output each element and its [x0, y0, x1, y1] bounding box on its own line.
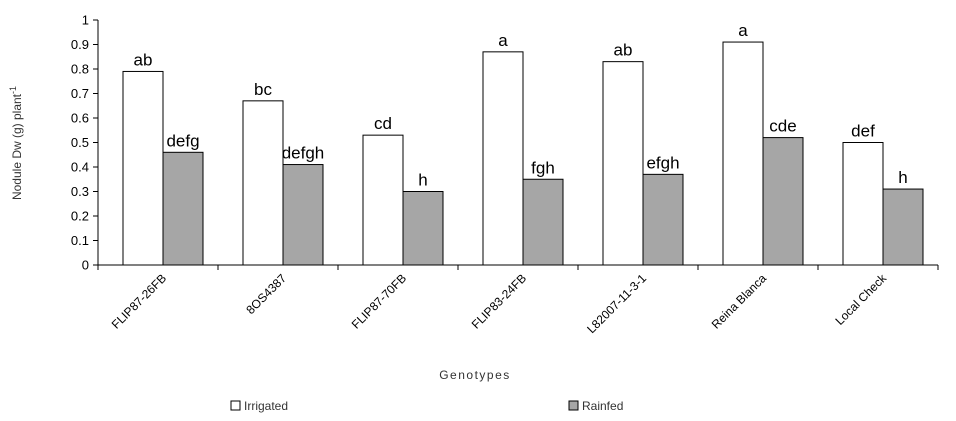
legend-swatch-rainfed — [568, 400, 579, 411]
y-tick-label: 0.6 — [71, 111, 89, 126]
y-tick-label: 1 — [82, 13, 89, 28]
y-tick-label: 0.5 — [71, 135, 89, 150]
bar-irrigated — [362, 134, 404, 266]
legend-swatch-irrigated — [230, 400, 241, 411]
significance-labels: ab bc cd a ab a def defg defgh h fgh efgh cde h — [134, 21, 908, 189]
legend-label-rainfed: Rainfed — [582, 399, 623, 413]
significance-label-irrigated: ab — [614, 41, 633, 60]
significance-label-rainfed: efgh — [646, 153, 679, 172]
significance-label-irrigated: bc — [254, 80, 272, 99]
bar-irrigated — [602, 61, 644, 266]
bar-irrigated — [122, 70, 164, 266]
significance-label-irrigated: a — [498, 31, 508, 50]
significance-label-rainfed: h — [418, 171, 427, 190]
significance-label-rainfed: defgh — [282, 144, 325, 163]
significance-label-rainfed: cde — [769, 117, 796, 136]
category-label: L82007-11-3-1 — [584, 271, 649, 336]
y-axis-title-main: Nodule Dw (g) plant — [10, 93, 24, 200]
y-tick-label: 0.9 — [71, 37, 89, 52]
y-axis-title: Nodule Dw (g) plant-1 — [8, 86, 24, 200]
category-label: FLIP83-24FB — [469, 271, 529, 331]
significance-label-rainfed: fgh — [531, 158, 555, 177]
category-label: 8OS4387 — [243, 271, 289, 317]
bar-rainfed — [162, 151, 204, 266]
y-tick-label: 0.8 — [71, 62, 89, 77]
x-axis — [97, 264, 939, 270]
significance-label-irrigated: cd — [374, 114, 392, 133]
y-tick-label: 0.2 — [71, 209, 89, 224]
bar-rainfed — [882, 188, 924, 266]
category-labels: FLIP87-26FB 8OS4387 FLIP87-70FB FLIP83-24FB… — [109, 271, 890, 337]
x-axis-title: Genotypes — [439, 368, 511, 382]
significance-label-irrigated: def — [851, 122, 875, 141]
legend-label-irrigated: Irrigated — [244, 399, 288, 413]
legend: Irrigated Rainfed — [230, 399, 623, 413]
bar-rainfed — [402, 191, 444, 266]
y-axis-title-superscript: -1 — [8, 86, 18, 94]
bar-rainfed — [642, 173, 684, 266]
significance-label-rainfed: defg — [166, 131, 199, 150]
significance-label-rainfed: h — [898, 168, 907, 187]
category-label: FLIP87-70FB — [349, 271, 409, 331]
category-label: Reina Blanca — [709, 271, 770, 332]
y-tick-label: 0 — [82, 258, 89, 273]
y-tick-label: 0.7 — [71, 86, 89, 101]
bar-rainfed — [282, 164, 324, 266]
y-tick-label: 0.3 — [71, 184, 89, 199]
significance-label-irrigated: a — [738, 21, 748, 40]
bars — [122, 41, 924, 266]
y-tick-label: 0.1 — [71, 233, 89, 248]
bar-irrigated — [242, 100, 284, 266]
bar-rainfed — [522, 178, 564, 266]
bar-irrigated — [482, 51, 524, 266]
y-tick-label: 0.4 — [71, 160, 89, 175]
category-label: Local Check — [833, 271, 890, 328]
y-axis: 0 0.1 0.2 0.3 0.4 0.5 0.6 0.7 0.8 0.9 1 — [71, 13, 99, 273]
bar-rainfed — [762, 137, 804, 266]
category-label: FLIP87-26FB — [109, 271, 169, 331]
bar-irrigated — [722, 41, 764, 266]
bar-irrigated — [842, 142, 884, 266]
significance-label-irrigated: ab — [134, 50, 153, 69]
